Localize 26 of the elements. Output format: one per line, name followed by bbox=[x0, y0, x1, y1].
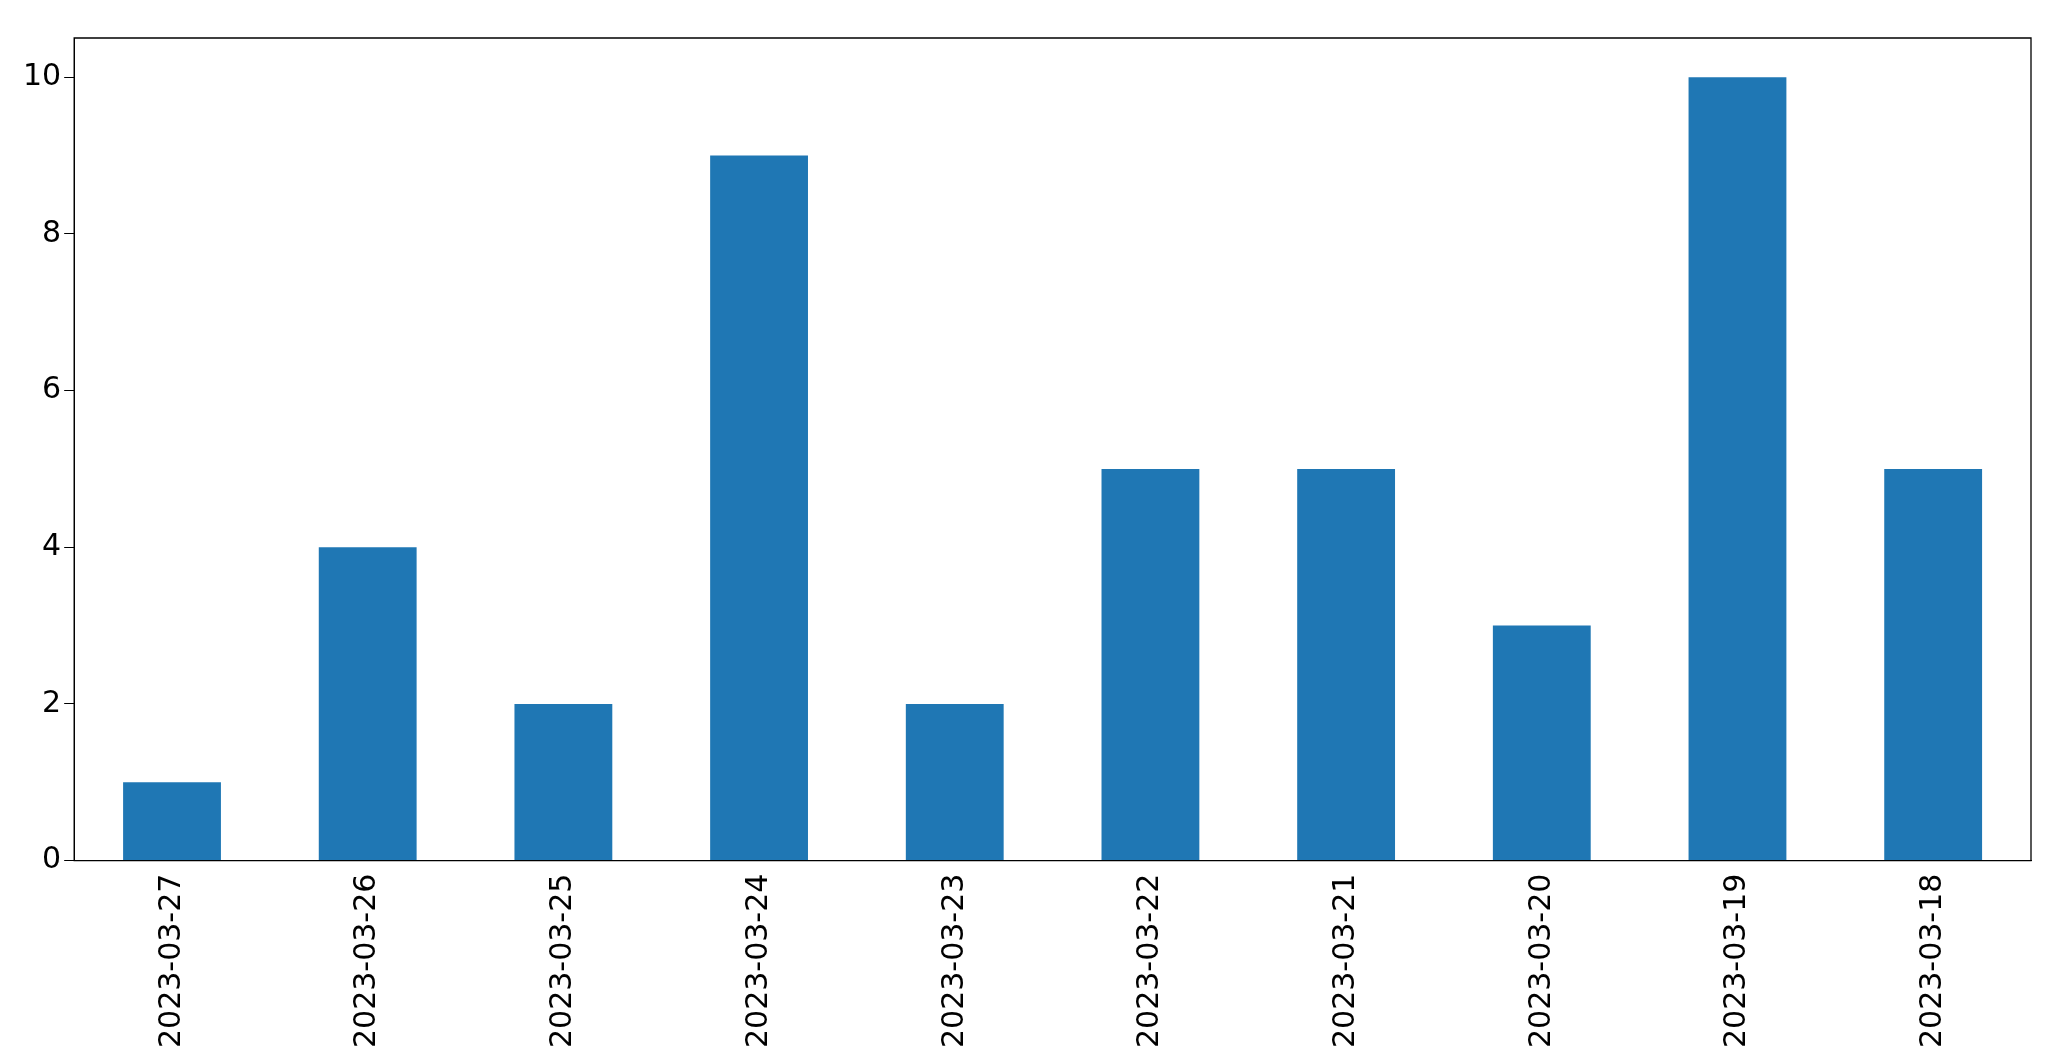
bar bbox=[1297, 468, 1396, 861]
bar bbox=[1492, 625, 1591, 861]
x-tick-label: 2023-03-22 bbox=[1130, 873, 1166, 1049]
y-tick-label: 6 bbox=[42, 370, 62, 406]
x-tick-label: 2023-03-18 bbox=[1912, 873, 1948, 1049]
x-tick-label: 2023-03-24 bbox=[738, 873, 774, 1049]
bar bbox=[710, 155, 808, 861]
y-tick-label: 4 bbox=[42, 527, 62, 563]
x-tick-label: 2023-03-19 bbox=[1717, 873, 1753, 1049]
y-tick-label: 8 bbox=[42, 213, 62, 249]
bar bbox=[1688, 77, 1787, 861]
x-tick-label: 2023-03-20 bbox=[1521, 873, 1557, 1049]
y-tick-label: 10 bbox=[22, 56, 62, 92]
x-tick-label: 2023-03-23 bbox=[934, 873, 970, 1049]
bar bbox=[905, 703, 1004, 861]
x-tick-label: 2023-03-27 bbox=[151, 873, 187, 1049]
y-tick-label: 2 bbox=[42, 683, 62, 719]
bar bbox=[123, 782, 221, 861]
bar bbox=[318, 547, 417, 861]
x-tick-label: 2023-03-25 bbox=[543, 873, 579, 1049]
bar bbox=[1884, 468, 1983, 861]
x-tick-label: 2023-03-21 bbox=[1325, 873, 1361, 1049]
x-tick-label: 2023-03-26 bbox=[347, 873, 383, 1049]
y-tick-label: 0 bbox=[42, 840, 62, 876]
bar bbox=[514, 703, 613, 861]
bar bbox=[1101, 468, 1200, 861]
